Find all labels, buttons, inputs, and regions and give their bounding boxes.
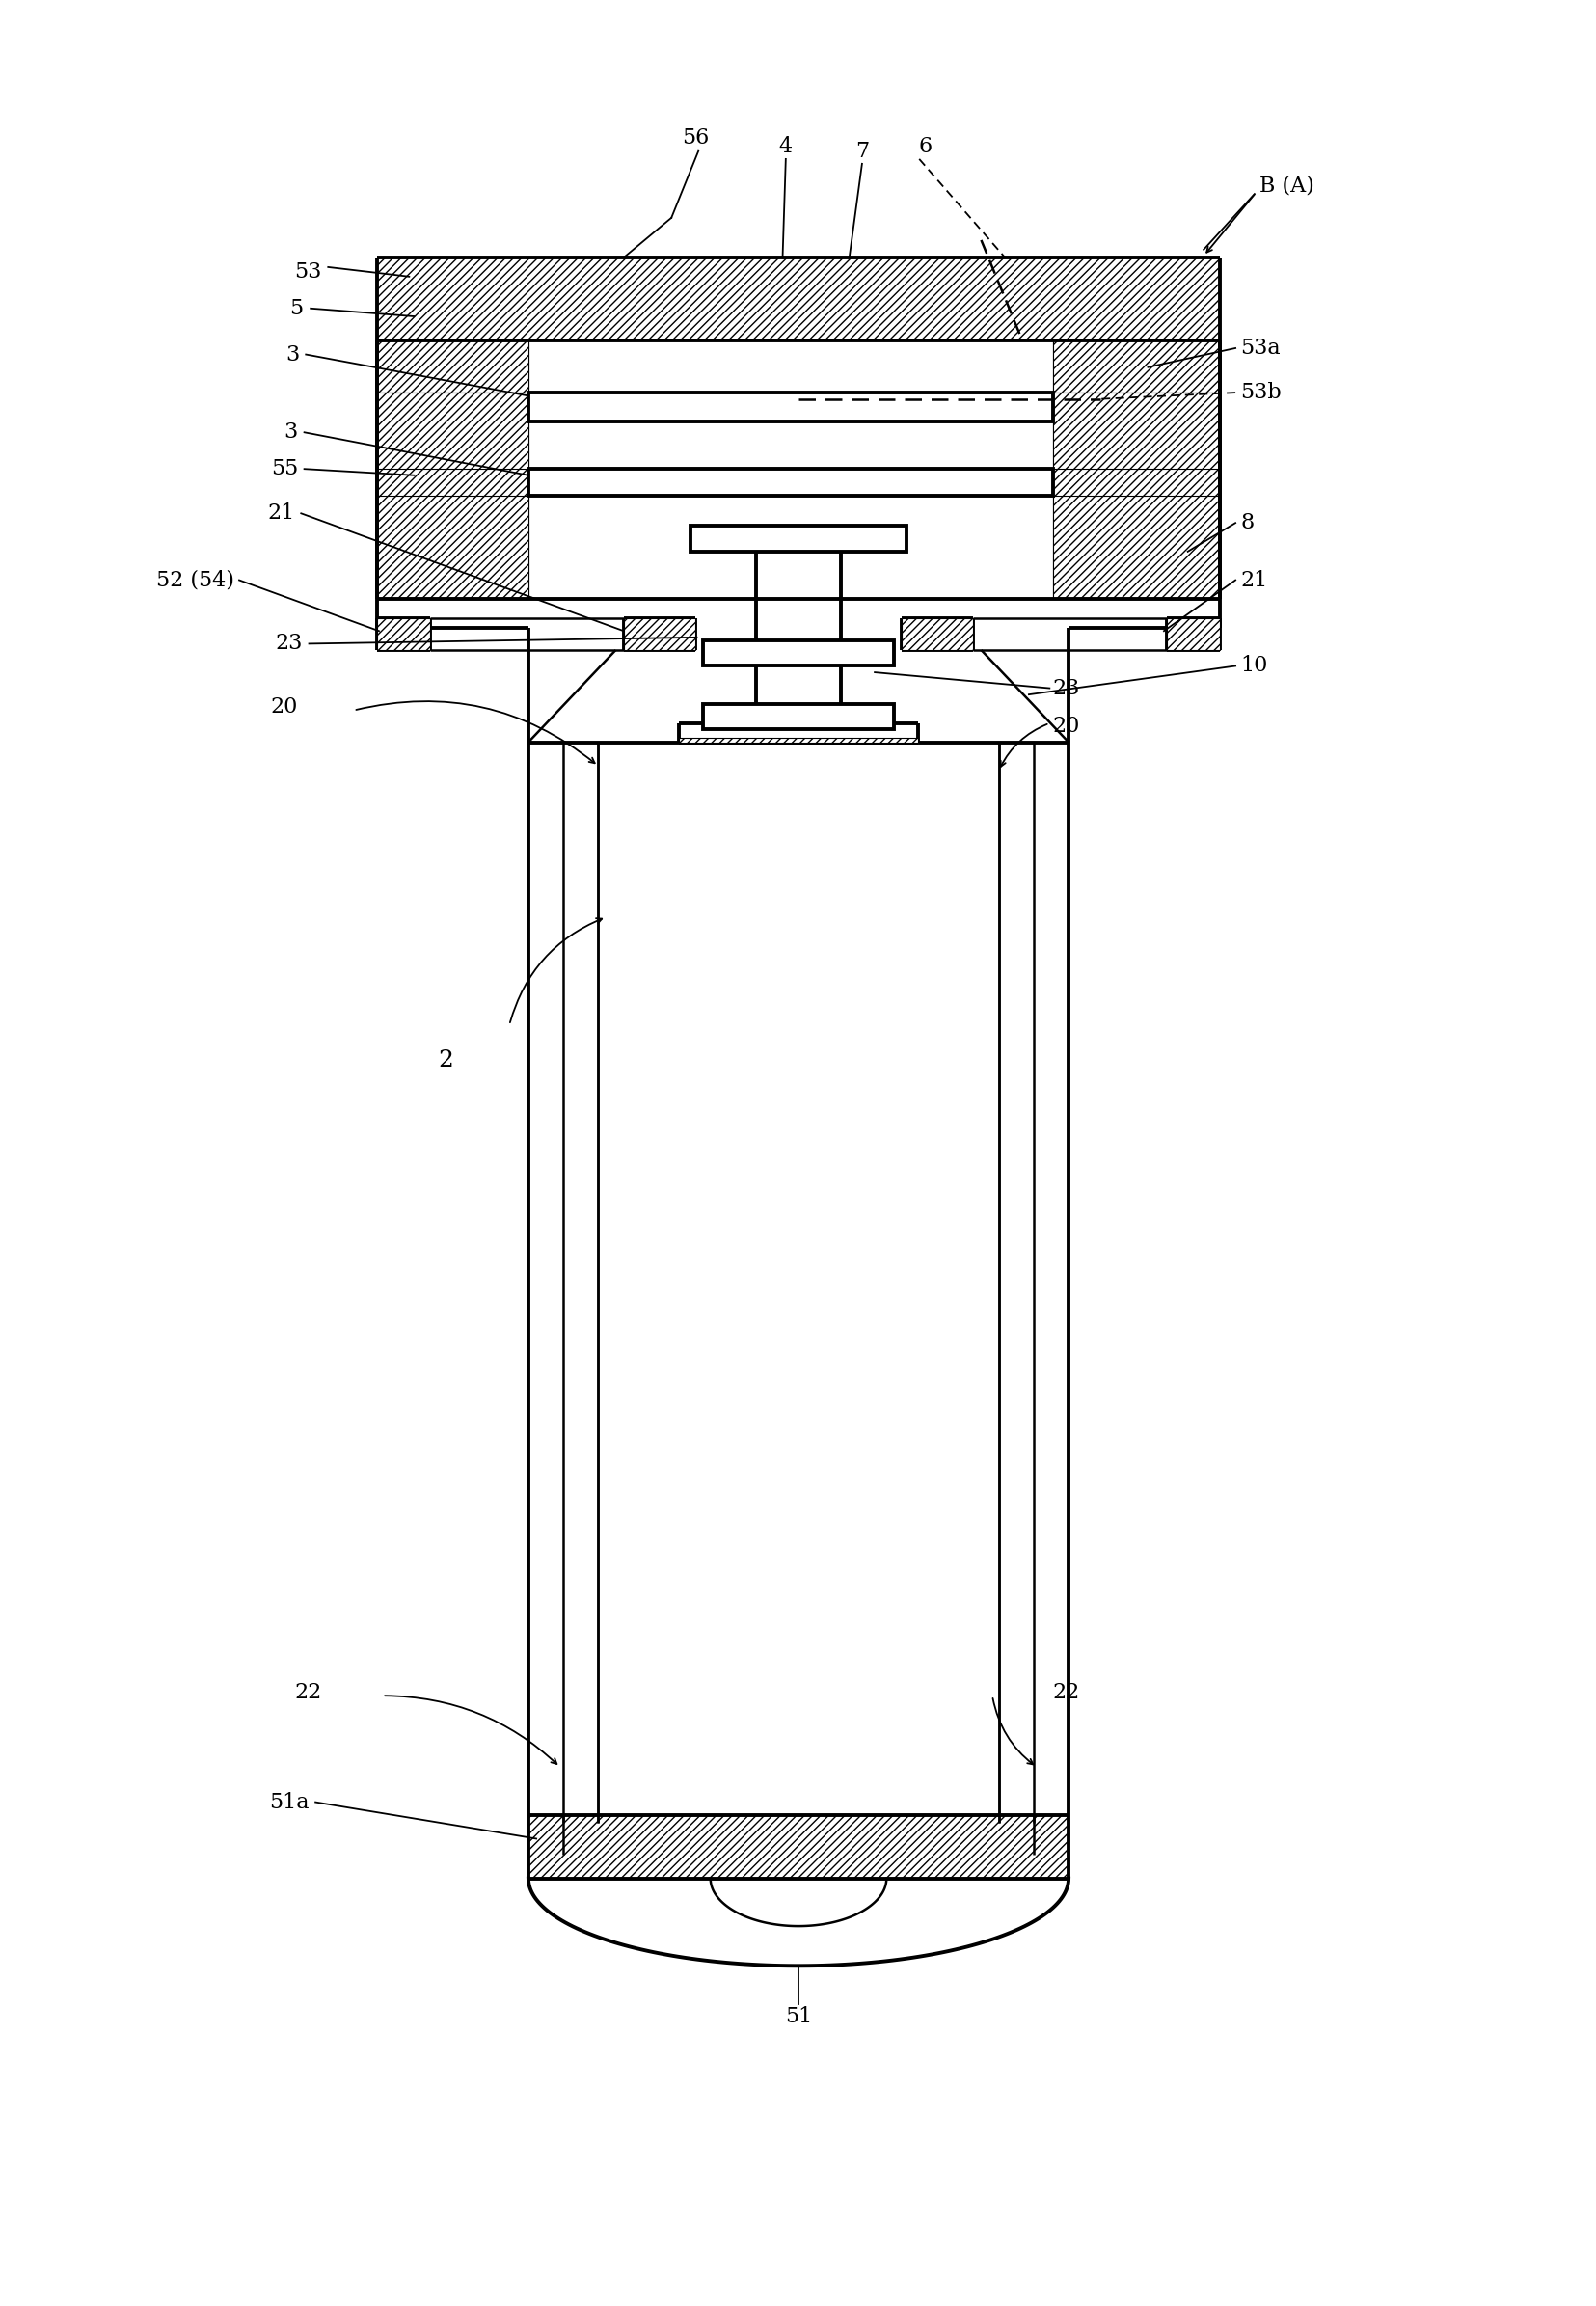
Text: 3: 3 bbox=[286, 344, 300, 364]
Text: 21: 21 bbox=[268, 503, 295, 523]
Bar bbox=[377, 496, 528, 600]
Text: 8: 8 bbox=[1240, 512, 1253, 533]
Bar bbox=[377, 341, 528, 600]
Text: 51a: 51a bbox=[268, 1792, 310, 1813]
Text: 53: 53 bbox=[294, 261, 322, 281]
Bar bbox=[1052, 341, 1219, 600]
Bar bbox=[1167, 618, 1219, 650]
Text: 10: 10 bbox=[1240, 655, 1267, 676]
Text: 56: 56 bbox=[681, 127, 709, 150]
Text: 51: 51 bbox=[784, 2006, 812, 2027]
Bar bbox=[528, 392, 1052, 422]
Bar bbox=[1052, 392, 1219, 468]
Bar bbox=[377, 618, 429, 650]
Bar bbox=[702, 703, 894, 729]
Bar bbox=[702, 641, 894, 666]
Text: 23: 23 bbox=[1052, 678, 1079, 699]
Text: 22: 22 bbox=[294, 1681, 322, 1704]
Bar bbox=[624, 618, 694, 650]
Bar bbox=[678, 738, 918, 743]
Text: B (A): B (A) bbox=[1259, 175, 1314, 196]
Bar bbox=[528, 468, 1052, 496]
Text: 4: 4 bbox=[779, 136, 792, 157]
Bar bbox=[1052, 496, 1219, 600]
Text: 20: 20 bbox=[270, 696, 298, 717]
Text: 20: 20 bbox=[1052, 715, 1079, 738]
Text: 22: 22 bbox=[1052, 1681, 1079, 1704]
Text: 53b: 53b bbox=[1240, 383, 1280, 404]
Bar bbox=[377, 392, 528, 468]
Text: 23: 23 bbox=[275, 634, 303, 655]
Text: 21: 21 bbox=[1240, 570, 1267, 590]
Bar bbox=[528, 1815, 1068, 1879]
Bar bbox=[377, 258, 1219, 341]
Text: 6: 6 bbox=[918, 136, 932, 157]
Bar bbox=[689, 526, 907, 551]
Text: 5: 5 bbox=[289, 297, 303, 318]
Bar bbox=[902, 618, 972, 650]
Text: 3: 3 bbox=[284, 422, 298, 443]
Text: 53a: 53a bbox=[1240, 337, 1280, 360]
Text: 55: 55 bbox=[271, 459, 298, 480]
Text: 52 (54): 52 (54) bbox=[156, 570, 235, 590]
Text: 7: 7 bbox=[855, 141, 868, 161]
Bar bbox=[377, 341, 528, 392]
Bar bbox=[1052, 341, 1219, 392]
Text: 2: 2 bbox=[437, 1049, 453, 1070]
